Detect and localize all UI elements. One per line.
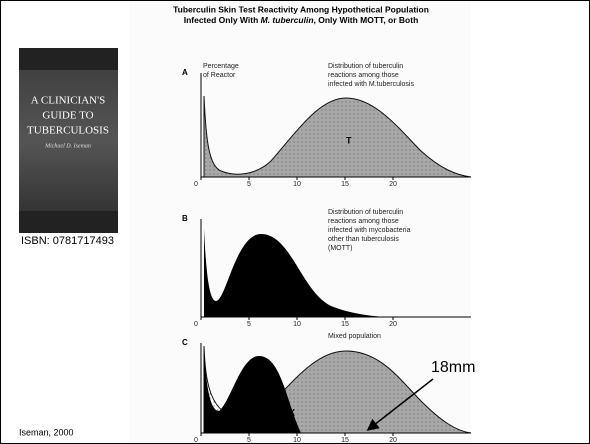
panel-note: Distribution of tuberculin (328, 209, 403, 216)
panel-marker: T (346, 135, 352, 145)
figure-title: Tuberculin Skin Test Reactivity Among Hy… (173, 4, 429, 14)
panel-note: Mixed population (328, 333, 381, 340)
panel-note: reactions among those (328, 72, 399, 79)
cover-title: A CLINICIAN'S (31, 95, 105, 107)
title-part: , Only With MOTT, or Both (314, 15, 419, 25)
panel-marker: X (289, 407, 295, 417)
panel-note: other than tuberculosis (328, 236, 399, 243)
panel-note: (MOTT) (328, 245, 353, 252)
tick-label: 5 (247, 321, 251, 328)
tick-label: 10 (293, 181, 301, 188)
slide: A CLINICIAN'S GUIDE TO TUBERCULOSIS Mich… (0, 0, 590, 444)
panel-note: infected with M.tuberculosis (328, 81, 414, 88)
tick-label: 5 (247, 181, 251, 188)
tick-label: 10 (293, 321, 301, 328)
panel-label: C (182, 338, 188, 347)
panel-label: B (182, 214, 188, 223)
tick-label: 20 (389, 437, 397, 443)
cover-title: TUBERCULOSIS (27, 125, 109, 137)
cover-title: GUIDE TO (42, 110, 93, 122)
tick-label: 10 (293, 437, 301, 443)
book-cover: A CLINICIAN'S GUIDE TO TUBERCULOSIS Mich… (19, 48, 118, 233)
figure-title: Infected Only With M. tuberculin, Only W… (184, 15, 419, 25)
tick-label: 15 (341, 437, 349, 443)
title-part: M. tuberculin (261, 15, 314, 25)
title-part: Infected Only With (184, 15, 261, 25)
tick-label: 15 (341, 181, 349, 188)
tick-label: 20 (389, 321, 397, 328)
tick-label: 0 (194, 321, 198, 328)
panel-note: infected with mycobacteria (328, 227, 411, 234)
tick-label: 20 (389, 181, 397, 188)
panel-note: reactions among those (328, 218, 399, 225)
tick-label: 5 (247, 437, 251, 443)
slide-canvas: A CLINICIAN'S GUIDE TO TUBERCULOSIS Mich… (1, 1, 589, 443)
isbn: ISBN: 0781717493 (21, 235, 114, 247)
tick-label: 0 (194, 181, 198, 188)
cover-author: Michael D. Iseman (44, 143, 91, 149)
panel-note: Distribution of tuberculin (328, 63, 403, 70)
tick-label: 0 (194, 437, 198, 443)
citation: Iseman, 2000 (19, 427, 74, 437)
tick-label: 15 (341, 321, 349, 328)
axis-label: of Reactor (203, 72, 236, 79)
panel-label: A (182, 68, 188, 77)
annotation: 18mm (431, 359, 475, 376)
axis-label: Percentage (203, 63, 239, 70)
